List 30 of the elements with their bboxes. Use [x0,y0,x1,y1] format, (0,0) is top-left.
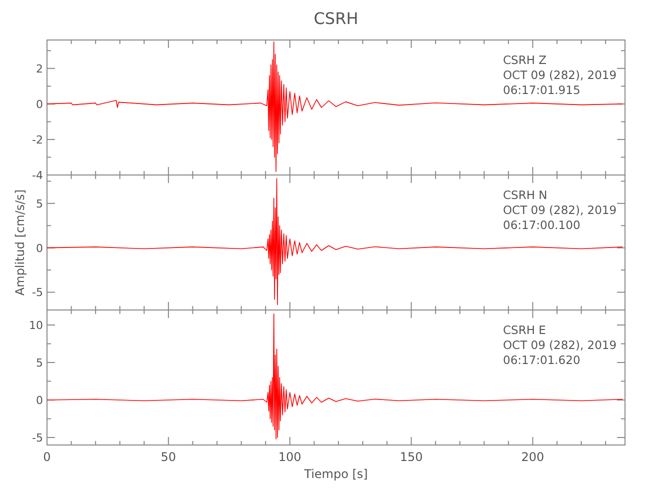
y-tick-label: 0 [36,98,43,111]
annotation: CSRH Z [503,53,547,67]
y-tick-label: 2 [36,62,43,76]
annotation: 06:17:00.100 [503,218,580,232]
x-tick-label: 200 [521,450,544,464]
y-tick-label: 0 [36,242,43,255]
annotation: 06:17:01.620 [503,353,580,367]
y-tick-label: 0 [36,394,43,407]
y-tick-label: -5 [32,432,43,444]
x-tick-label: 50 [160,450,176,464]
x-tick-label: 100 [278,450,302,464]
chart-title: CSRH [314,9,358,28]
y-tick-label: 5 [36,197,43,210]
y-tick-label: -5 [32,286,43,300]
x-axis-title: Tiempo [s] [303,467,368,481]
annotation: CSRH N [503,188,548,202]
y-axis-title: Amplitud [cm/s/s] [13,189,27,296]
y-tick-label: 10 [29,319,43,332]
annotation: 06:17:01.915 [503,83,580,97]
y-tick-label: 5 [36,356,43,370]
line-series [46,41,623,172]
annotation: OCT 09 (282), 2019 [503,68,617,82]
y-tick-label: -2 [32,133,43,146]
annotation: CSRH E [503,323,546,337]
annotation: OCT 09 (282), 2019 [503,203,617,217]
line-series [46,313,623,440]
x-tick-label: 150 [400,450,423,464]
y-tick-label: -4 [32,169,43,182]
line-series [46,178,623,306]
annotation: OCT 09 (282), 2019 [503,338,617,352]
